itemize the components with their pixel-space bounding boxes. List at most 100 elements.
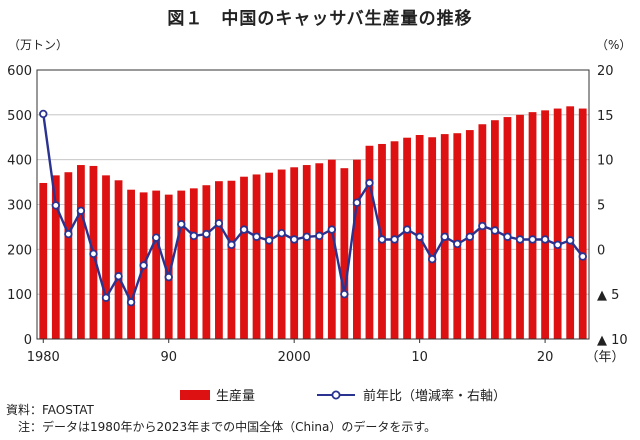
growth-point — [340, 289, 349, 299]
x-tick-label: 20 — [537, 350, 554, 365]
bar — [553, 108, 562, 339]
bar — [265, 172, 273, 339]
bar — [428, 137, 437, 339]
growth-point — [51, 201, 61, 210]
x-tick-label: 1980 — [27, 350, 60, 365]
bar — [353, 159, 361, 339]
right-tick-label: 15 — [597, 109, 614, 124]
growth-point — [453, 239, 462, 249]
bar — [164, 194, 173, 339]
bar — [252, 174, 261, 339]
growth-point — [515, 235, 525, 244]
legend: 生産量 前年比（増減率・右軸） — [0, 385, 640, 404]
legend-item-production: 生産量 — [180, 385, 255, 404]
growth-point — [151, 233, 161, 242]
growth-point — [164, 272, 173, 282]
right-tick-label: 5 — [597, 199, 605, 214]
bar — [340, 168, 349, 339]
left-axis-unit: （万トン） — [8, 38, 69, 52]
bar — [152, 190, 161, 339]
growth-point — [277, 228, 286, 238]
bar — [189, 188, 198, 339]
bar — [365, 145, 374, 339]
growth-point — [490, 226, 500, 235]
legend-label-production: 生産量 — [216, 389, 256, 404]
growth-point — [302, 232, 311, 241]
growth-point — [365, 178, 374, 188]
bar — [51, 175, 60, 339]
bar — [227, 180, 236, 339]
bar — [403, 137, 411, 339]
growth-point — [465, 232, 475, 241]
right-tick-label: ▲ 10 — [597, 333, 628, 348]
growth-line — [42, 113, 584, 304]
growth-point — [440, 232, 449, 241]
growth-point — [114, 272, 123, 281]
right-tick-label: 0 — [597, 243, 605, 258]
bar — [528, 112, 537, 339]
growth-point — [214, 219, 224, 228]
footnote: 注：データは1980年から2023年までの中国全体（China）のデータを示す。 — [6, 420, 437, 434]
bar — [315, 163, 324, 339]
growth-point — [64, 229, 73, 239]
bar — [240, 176, 248, 339]
growth-point — [289, 235, 299, 244]
growth-point — [177, 220, 186, 229]
growth-point — [553, 240, 562, 250]
bar — [102, 175, 110, 339]
bar — [215, 181, 223, 339]
growth-point — [377, 235, 387, 244]
bar — [516, 114, 524, 339]
chart-title: 図１ 中国のキャッサバ生産量の推移 — [167, 9, 473, 29]
growth-point — [252, 232, 261, 241]
left-tick-label: 600 — [7, 64, 32, 79]
growth-point — [264, 236, 274, 245]
left-tick-label: 0 — [24, 333, 32, 348]
growth-point — [503, 232, 512, 241]
growth-point — [478, 221, 487, 231]
bar — [453, 133, 462, 339]
x-tick-label: 2000 — [278, 350, 311, 365]
left-tick-label: 200 — [7, 243, 32, 258]
bar — [64, 172, 73, 339]
bar — [114, 180, 123, 339]
growth-point — [315, 231, 324, 241]
growth-point — [76, 206, 86, 215]
growth-point — [39, 109, 48, 119]
growth-point — [189, 231, 199, 241]
legend-line-swatch — [317, 390, 355, 399]
growth-point — [427, 254, 437, 264]
notes: 資料：FAOSTAT 注：データは1980年から2023年までの中国全体（Chi… — [6, 402, 436, 436]
left-tick-label: 300 — [7, 199, 32, 214]
growth-point — [402, 225, 412, 234]
plot-frame — [36, 69, 590, 340]
legend-label-growth: 前年比（増減率・右軸） — [363, 389, 507, 404]
bar — [77, 165, 85, 339]
bar — [290, 167, 299, 339]
growth-point — [126, 298, 136, 307]
bar — [277, 169, 286, 339]
right-tick-label: 20 — [597, 64, 614, 79]
x-tick-label: 10 — [411, 350, 428, 365]
bar — [578, 108, 587, 339]
legend-item-growth: 前年比（増減率・右軸） — [315, 385, 506, 404]
bar — [503, 117, 512, 339]
growth-point — [139, 261, 148, 270]
growth-point — [415, 232, 424, 241]
growth-point — [202, 229, 211, 239]
left-tick-label: 500 — [7, 109, 32, 124]
growth-point — [352, 198, 362, 207]
bar — [302, 165, 311, 339]
bar — [566, 106, 575, 339]
growth-point — [540, 235, 550, 244]
growth-point — [239, 225, 249, 234]
growth-point — [101, 293, 111, 302]
bar — [39, 182, 48, 339]
x-tick-label: 90 — [160, 350, 177, 365]
left-tick-label: 400 — [7, 154, 32, 169]
bar — [478, 124, 487, 339]
bar — [202, 185, 211, 339]
growth-point — [390, 235, 399, 244]
bar — [541, 110, 549, 339]
